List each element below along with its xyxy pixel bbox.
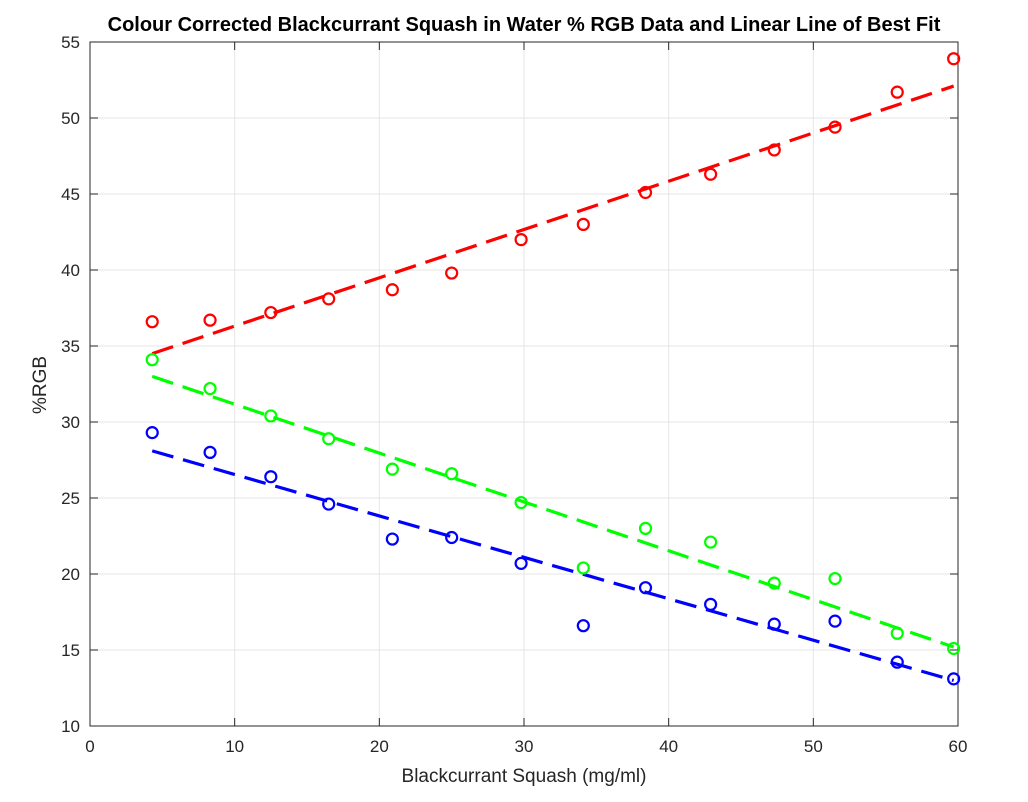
y-tick-label: 25 [61, 489, 80, 508]
data-point-series-2 [145, 426, 159, 440]
y-tick-label: 35 [61, 337, 80, 356]
data-point-series-2 [264, 470, 278, 484]
data-point-series-1 [828, 571, 842, 586]
data-point-series-0 [890, 85, 904, 99]
x-tick-label: 60 [949, 737, 968, 756]
data-point-series-0 [385, 283, 399, 297]
data-point-series-0 [514, 233, 528, 247]
chart-title: Colour Corrected Blackcurrant Squash in … [108, 14, 941, 36]
data-point-series-0 [264, 305, 278, 320]
x-tick-label: 50 [804, 737, 823, 756]
data-point-series-2 [704, 597, 718, 612]
data-point-series-0 [203, 313, 217, 327]
data-point-series-1 [264, 409, 278, 423]
data-point-series-2 [638, 581, 653, 595]
tick-labels: 0 10 20 30 40 50 60 10 15 20 25 30 35 40 45 50 55 [61, 33, 967, 756]
y-tick-label: 50 [61, 109, 80, 128]
data-point-series-1 [203, 381, 217, 396]
y-tick-label: 40 [61, 261, 80, 280]
y-axis-label: %RGB [30, 356, 51, 414]
data-point-series-0 [767, 143, 781, 157]
data-point-series-1 [385, 462, 399, 476]
y-tick-label: 45 [61, 185, 80, 204]
data-point-series-0 [322, 292, 336, 306]
y-tick-label: 55 [61, 33, 80, 52]
data-point-series-1 [767, 576, 781, 590]
data-point-series-0 [638, 185, 653, 200]
data-point-series-2 [828, 614, 842, 628]
data-point-series-2 [947, 672, 961, 686]
data-point-series-1 [514, 495, 528, 510]
data-point-series-2 [890, 655, 904, 669]
fit-line-2 [151, 449, 955, 682]
data-point-series-0 [947, 52, 961, 66]
data-point-series-0 [576, 217, 590, 231]
y-tick-label: 15 [61, 641, 80, 660]
data-point-series-1 [445, 467, 459, 481]
data-point-series-1 [890, 626, 904, 640]
y-tick-label: 20 [61, 565, 80, 584]
grid [89, 41, 959, 727]
data-point-series-1 [947, 641, 961, 656]
data-point-series-1 [638, 521, 653, 536]
data-point-series-0 [828, 120, 842, 134]
x-tick-label: 30 [515, 737, 534, 756]
fit-lines [151, 84, 955, 682]
data-point-series-1 [145, 353, 159, 367]
data-point-series-0 [445, 266, 459, 280]
data-point-series-1 [322, 432, 336, 446]
axes [89, 41, 959, 727]
data-point-series-2 [203, 445, 217, 459]
x-axis-label: Blackcurrant Squash (mg/ml) [402, 766, 647, 787]
y-tick-label: 10 [61, 717, 80, 736]
y-tick-label: 30 [61, 413, 80, 432]
data-point-series-2 [767, 617, 781, 631]
fit-line-1 [151, 374, 955, 649]
data-point-series-2 [576, 619, 590, 633]
fit-line-0 [151, 84, 955, 356]
data-point-series-0 [145, 315, 159, 329]
data-point-series-2 [445, 530, 459, 545]
data-point-series-2 [514, 556, 528, 570]
data-points [145, 52, 961, 686]
x-tick-label: 20 [370, 737, 389, 756]
data-point-series-1 [704, 535, 718, 549]
data-point-series-0 [704, 167, 718, 181]
x-tick-label: 0 [85, 737, 94, 756]
x-tick-label: 10 [225, 737, 244, 756]
data-point-series-2 [385, 532, 399, 546]
x-tick-label: 40 [659, 737, 678, 756]
data-point-series-1 [576, 561, 590, 575]
data-point-series-2 [322, 497, 336, 511]
